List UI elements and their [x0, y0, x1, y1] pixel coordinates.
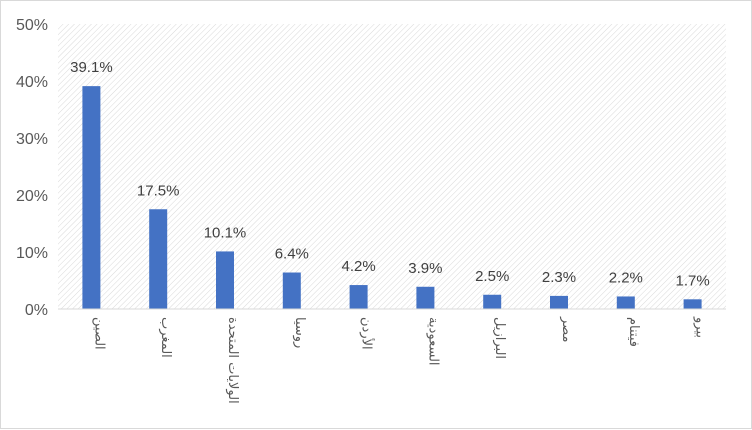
bar	[149, 209, 168, 309]
category-label: روسيا	[292, 317, 307, 348]
bar	[416, 286, 435, 309]
bar	[483, 294, 502, 309]
category-label: المغرب	[158, 317, 173, 358]
category-label: البرازيل	[492, 317, 507, 359]
bars	[82, 86, 702, 309]
data-label: 3.9%	[408, 260, 442, 277]
x-axis: الصين المغرب الولايات المتحدة روسيا الأردن ال…	[91, 316, 707, 404]
bar	[349, 285, 368, 309]
category-label: مصر	[559, 316, 574, 342]
bar	[82, 86, 101, 309]
y-tick-label: 20%	[16, 188, 48, 205]
data-label: 39.1%	[70, 59, 113, 76]
bar	[616, 296, 635, 309]
data-label: 4.2%	[341, 258, 375, 275]
bar	[550, 295, 568, 309]
y-tick-label: 40%	[16, 74, 48, 91]
bar	[216, 251, 234, 309]
bar	[683, 299, 702, 309]
y-tick-label: 50%	[16, 17, 48, 34]
y-axis: 0% 10% 20% 30% 40% 50%	[16, 17, 48, 319]
data-label: 10.1%	[204, 224, 247, 241]
category-label: الولايات المتحدة	[225, 317, 240, 404]
data-label: 2.5%	[475, 268, 509, 285]
data-label: 2.3%	[542, 269, 576, 286]
category-label: الصين	[91, 317, 106, 350]
y-tick-label: 0%	[25, 302, 48, 319]
category-label: السعودية	[425, 317, 440, 366]
category-label: الأردن	[359, 317, 376, 350]
category-label: بيرو	[693, 316, 708, 338]
data-label: 2.2%	[609, 269, 643, 286]
y-tick-label: 10%	[16, 245, 48, 262]
data-label: 17.5%	[137, 182, 180, 199]
data-labels: 39.1% 17.5% 10.1% 6.4% 4.2% 3.9% 2.5% 2.3% 2.2% 1…	[70, 59, 710, 289]
data-label: 6.4%	[275, 246, 309, 263]
data-label: 1.7%	[675, 272, 709, 289]
bar	[282, 272, 301, 309]
plot-area	[58, 24, 726, 309]
y-tick-label: 30%	[16, 131, 48, 148]
category-label: فيتنام	[626, 317, 641, 347]
